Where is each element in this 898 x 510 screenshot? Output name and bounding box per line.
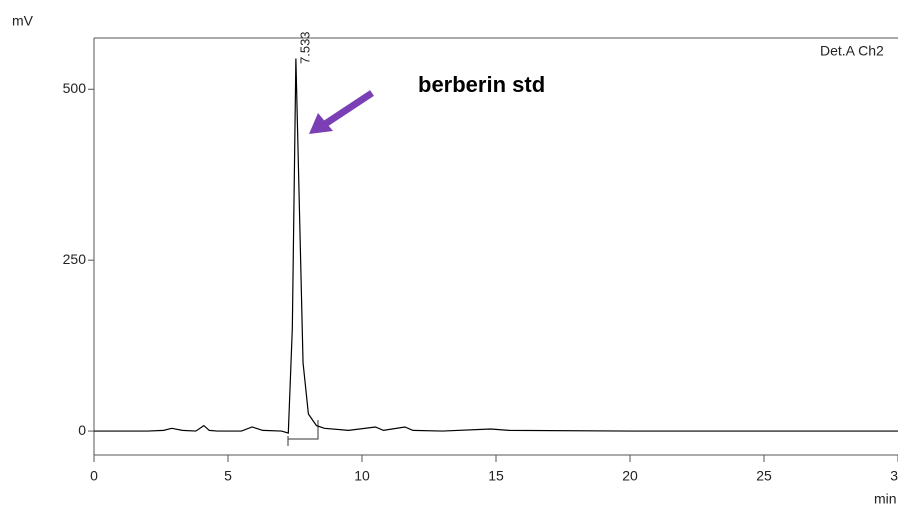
- arrow-shaft: [320, 90, 374, 129]
- chromatogram-line: [94, 58, 898, 434]
- integration-baseline: [287, 420, 319, 446]
- y-tick-label: 500: [63, 80, 87, 96]
- arrow-head: [309, 113, 333, 134]
- x-tick-label: 25: [756, 468, 772, 484]
- y-tick-label: 0: [78, 422, 86, 438]
- peak-label: 7.533: [297, 31, 312, 64]
- arrow: [309, 90, 374, 134]
- detector-label: Det.A Ch2: [820, 43, 884, 59]
- y-tick-label: 250: [63, 251, 87, 267]
- y-unit: mV: [12, 13, 34, 29]
- x-unit: min: [874, 491, 897, 507]
- x-tick-label: 5: [224, 468, 232, 484]
- x-tick-label: 30: [890, 468, 898, 484]
- x-tick-label: 20: [622, 468, 638, 484]
- x-tick-label: 15: [488, 468, 504, 484]
- x-tick-label: 10: [354, 468, 370, 484]
- annotation: berberin std: [418, 72, 545, 97]
- x-tick-label: 0: [90, 468, 98, 484]
